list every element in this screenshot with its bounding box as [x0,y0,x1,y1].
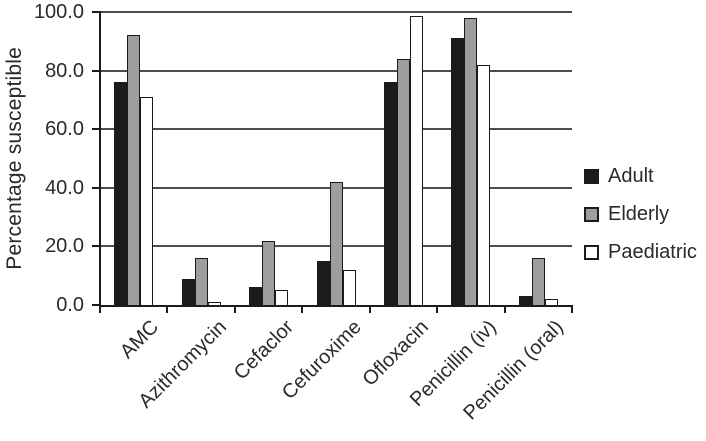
bar-paediatric-cefaclor [275,290,289,305]
y-tick-label-80: 80.0 [45,59,84,82]
y-tick-label-20: 20.0 [45,235,84,258]
bar-elderly-cefuroxime [329,181,343,305]
bar-paediatric-cefuroxime [342,269,356,305]
bar-adult-cefaclor [249,287,263,305]
y-tick-40 [92,186,100,189]
gridline-60 [100,128,572,131]
bar-adult-azithromycin [181,278,195,305]
bar-elderly-cefaclor [262,240,276,305]
bar-elderly-amc [127,35,141,305]
x-tick-2 [233,305,236,313]
legend-label-adult: Adult [608,165,654,187]
x-axis-line [99,305,573,307]
x-tick-5 [436,305,439,313]
y-tick-80 [92,69,100,72]
gridline-100 [100,11,572,13]
legend-swatch-elderly [584,206,599,222]
legend-item-adult: Adult [584,165,697,187]
x-tick-6 [503,305,506,313]
bar-adult-cefuroxime [316,261,330,305]
y-tick-60 [92,128,100,131]
gridline-80 [100,69,572,72]
bar-elderly-penicillin-iv [464,17,478,305]
legend: Adult Elderly Paediatric [584,165,697,279]
bar-paediatric-azithromycin [207,302,221,305]
legend-swatch-adult [584,168,599,184]
legend-label-elderly: Elderly [608,203,670,225]
x-tick-4 [368,305,371,313]
legend-item-paediatric: Paediatric [584,241,697,263]
bar-adult-penicillin-iv [451,38,465,305]
y-tick-100 [92,11,100,13]
y-tick-20 [92,245,100,248]
legend-label-paediatric: Paediatric [608,241,697,263]
bar-paediatric-ofloxacin [409,16,423,305]
x-tick-7 [571,305,573,313]
bar-adult-amc [114,82,128,305]
x-tick-3 [301,305,304,313]
bar-paediatric-amc [140,96,154,305]
y-tick-label-0: 0.0 [56,294,84,316]
bar-elderly-penicillin-oral [531,258,545,305]
x-tick-label-cefaclor: Cefaclor [229,316,299,385]
y-axis-line [99,11,101,307]
y-axis-title: Percentage susceptible [3,47,26,270]
y-tick-0 [92,304,100,306]
y-tick-label-40: 40.0 [45,176,84,199]
bar-elderly-ofloxacin [396,58,410,305]
bar-paediatric-penicillin-iv [477,64,491,305]
y-tick-label-60: 60.0 [45,118,84,141]
y-axis-title-container: Percentage susceptible [0,12,30,305]
bar-adult-penicillin-oral [518,296,532,305]
legend-swatch-paediatric [584,244,599,260]
bar-elderly-azithromycin [194,258,208,305]
bar-adult-ofloxacin [383,82,397,305]
x-tick-1 [166,305,169,313]
legend-item-elderly: Elderly [584,203,697,225]
x-tick-0 [99,305,101,313]
x-tick-label-amc: AMC [116,316,164,363]
bar-paediatric-penicillin-oral [544,299,558,305]
y-tick-label-100: 100.0 [33,1,84,23]
